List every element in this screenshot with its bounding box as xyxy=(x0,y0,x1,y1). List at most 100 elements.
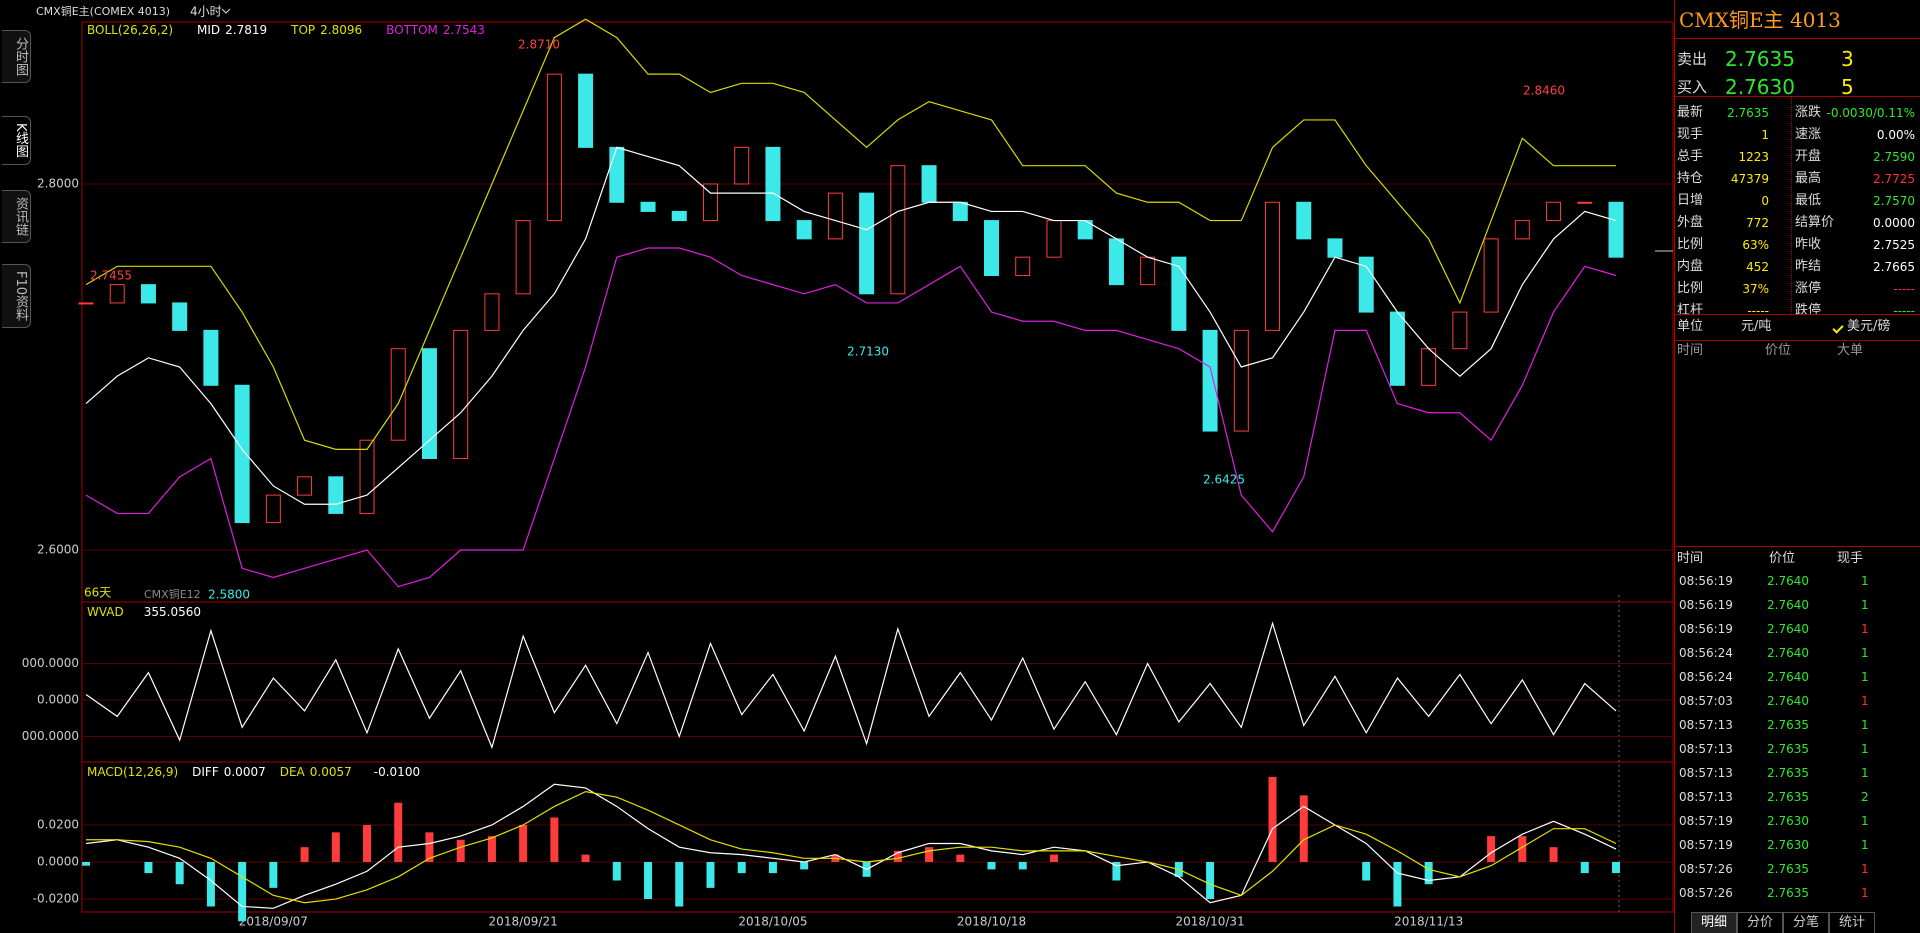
legend-name: TOP xyxy=(290,23,315,37)
unit-option[interactable]: 美元/磅 xyxy=(1847,319,1891,334)
bottom-tab[interactable]: 统计 xyxy=(1829,912,1875,933)
instrument[interactable]: CMX铜E主(COMEX 4013) xyxy=(36,4,170,18)
field-label: 比例 xyxy=(1677,281,1704,296)
trade-time: 08:56:24 xyxy=(1679,670,1733,684)
candle xyxy=(1108,238,1124,286)
y-tick-label: 0.0200 xyxy=(37,817,79,831)
column-header: 时间 xyxy=(1677,551,1704,566)
side-label: 卖出 xyxy=(1677,50,1708,68)
field-label: 总手 xyxy=(1677,149,1704,164)
column-header: 价位 xyxy=(1769,551,1796,566)
period[interactable]: 4小时 xyxy=(190,5,222,19)
trade-time: 08:57:13 xyxy=(1679,742,1733,756)
bottom-tab[interactable]: 明细 xyxy=(1691,912,1737,933)
y-tick-label: 2.8000 xyxy=(37,176,79,190)
trade-time: 08:56:19 xyxy=(1679,598,1733,612)
divider xyxy=(1791,96,1792,314)
field-value: 1 xyxy=(1761,128,1769,142)
quote-panel: CMX铜E主 4013 卖出 2.7635 3 买入 2.7630 5 最新 2.7635 涨跌 -… xyxy=(1674,0,1920,933)
field-label: 现手 xyxy=(1677,127,1704,142)
trade-volume: 1 xyxy=(1861,622,1869,636)
field-label: 内盘 xyxy=(1677,259,1704,274)
trade-price: 2.7635 xyxy=(1767,766,1809,780)
column-header: 大单 xyxy=(1837,343,1864,358)
bottom-tab[interactable]: 分笔 xyxy=(1783,912,1829,933)
legend: WVAD 355.0560 xyxy=(87,605,201,619)
sep xyxy=(1675,314,1920,315)
field-value: 452 xyxy=(1746,260,1769,274)
side-volume: 3 xyxy=(1841,47,1854,71)
trade-volume: 1 xyxy=(1861,814,1869,828)
y-tick-label: 000.0000 xyxy=(22,656,79,670)
candle xyxy=(609,146,625,203)
y-tick-label: 000.0000 xyxy=(22,729,79,743)
trade-time: 08:57:26 xyxy=(1679,862,1733,876)
field-value: 47379 xyxy=(1730,172,1769,186)
side-price: 2.7630 xyxy=(1725,75,1795,99)
macd-value: -0.0100 xyxy=(374,765,420,779)
trade-time: 08:57:13 xyxy=(1679,790,1733,804)
side-price: 2.7635 xyxy=(1725,47,1795,71)
candle xyxy=(1233,329,1249,432)
legend-name: DEA xyxy=(280,765,306,779)
candle xyxy=(765,146,781,222)
y-tick-label: 2.6000 xyxy=(37,543,79,557)
candle xyxy=(453,329,469,460)
field-label: 开盘 xyxy=(1795,149,1822,164)
footer-contract: CMX铜E12 xyxy=(144,587,201,601)
trade-time: 08:56:19 xyxy=(1679,574,1733,588)
field-value: 63% xyxy=(1742,238,1769,252)
candle xyxy=(1015,256,1031,276)
legend-value: 0.0057 xyxy=(310,765,352,779)
candle xyxy=(140,284,156,304)
candle xyxy=(1389,311,1405,386)
candle xyxy=(1514,220,1530,240)
sep xyxy=(1675,96,1920,97)
x-tick-label: 2018/11/13 xyxy=(1394,915,1463,929)
candle xyxy=(984,220,1000,276)
side-tab[interactable]: 分时图 xyxy=(2,30,31,83)
price-annotation: 2.8460 xyxy=(1523,84,1565,98)
indicator-line xyxy=(85,783,1617,909)
legend: BOLL(26,26,2) MID 2.7819 TOP 2.8096 BOTTOM 2.7… xyxy=(87,23,485,37)
candle xyxy=(1546,201,1562,222)
side-tab[interactable]: K线图 xyxy=(2,116,31,165)
field-value: 2.7665 xyxy=(1873,260,1915,274)
field-value: 2.7725 xyxy=(1873,172,1915,186)
trade-price: 2.7635 xyxy=(1767,742,1809,756)
column-header: 现手 xyxy=(1837,551,1864,566)
trade-price: 2.7635 xyxy=(1767,862,1809,876)
x-tick-label: 2018/09/21 xyxy=(489,915,558,929)
candle xyxy=(203,329,219,386)
candle xyxy=(702,183,718,222)
legend-value: 0.0007 xyxy=(224,765,266,779)
candle xyxy=(109,284,125,304)
candle xyxy=(1608,201,1624,258)
field-value: -0.0030/0.11% xyxy=(1826,106,1915,120)
field-label: 结算价 xyxy=(1795,215,1835,230)
trade-time: 08:57:26 xyxy=(1679,886,1733,900)
price-annotation: 2.7455 xyxy=(90,269,132,283)
field-value: 0 xyxy=(1761,194,1769,208)
candle xyxy=(734,146,750,185)
dropdown-icon xyxy=(221,8,231,14)
candle xyxy=(1140,256,1156,286)
quote-title: CMX铜E主 4013 xyxy=(1679,8,1841,32)
trade-price: 2.7635 xyxy=(1767,790,1809,804)
side-tab[interactable]: 资讯链 xyxy=(2,190,31,243)
field-label: 最新 xyxy=(1677,105,1704,120)
trade-volume: 1 xyxy=(1861,574,1869,588)
side-volume: 5 xyxy=(1841,75,1854,99)
candle xyxy=(1483,238,1499,313)
field-value: 1223 xyxy=(1738,150,1769,164)
side-tab[interactable]: F10资料 xyxy=(2,264,31,329)
field-label: 昨结 xyxy=(1795,259,1822,274)
footer-low: 2.5800 xyxy=(208,588,250,602)
field-label: 速涨 xyxy=(1795,127,1822,142)
unit-option[interactable]: 元/吨 xyxy=(1741,319,1772,334)
bottom-tab[interactable]: 分价 xyxy=(1737,912,1783,933)
trade-time: 08:57:19 xyxy=(1679,814,1733,828)
field-value: 2.7635 xyxy=(1727,106,1769,120)
field-label: 日增 xyxy=(1677,193,1704,208)
